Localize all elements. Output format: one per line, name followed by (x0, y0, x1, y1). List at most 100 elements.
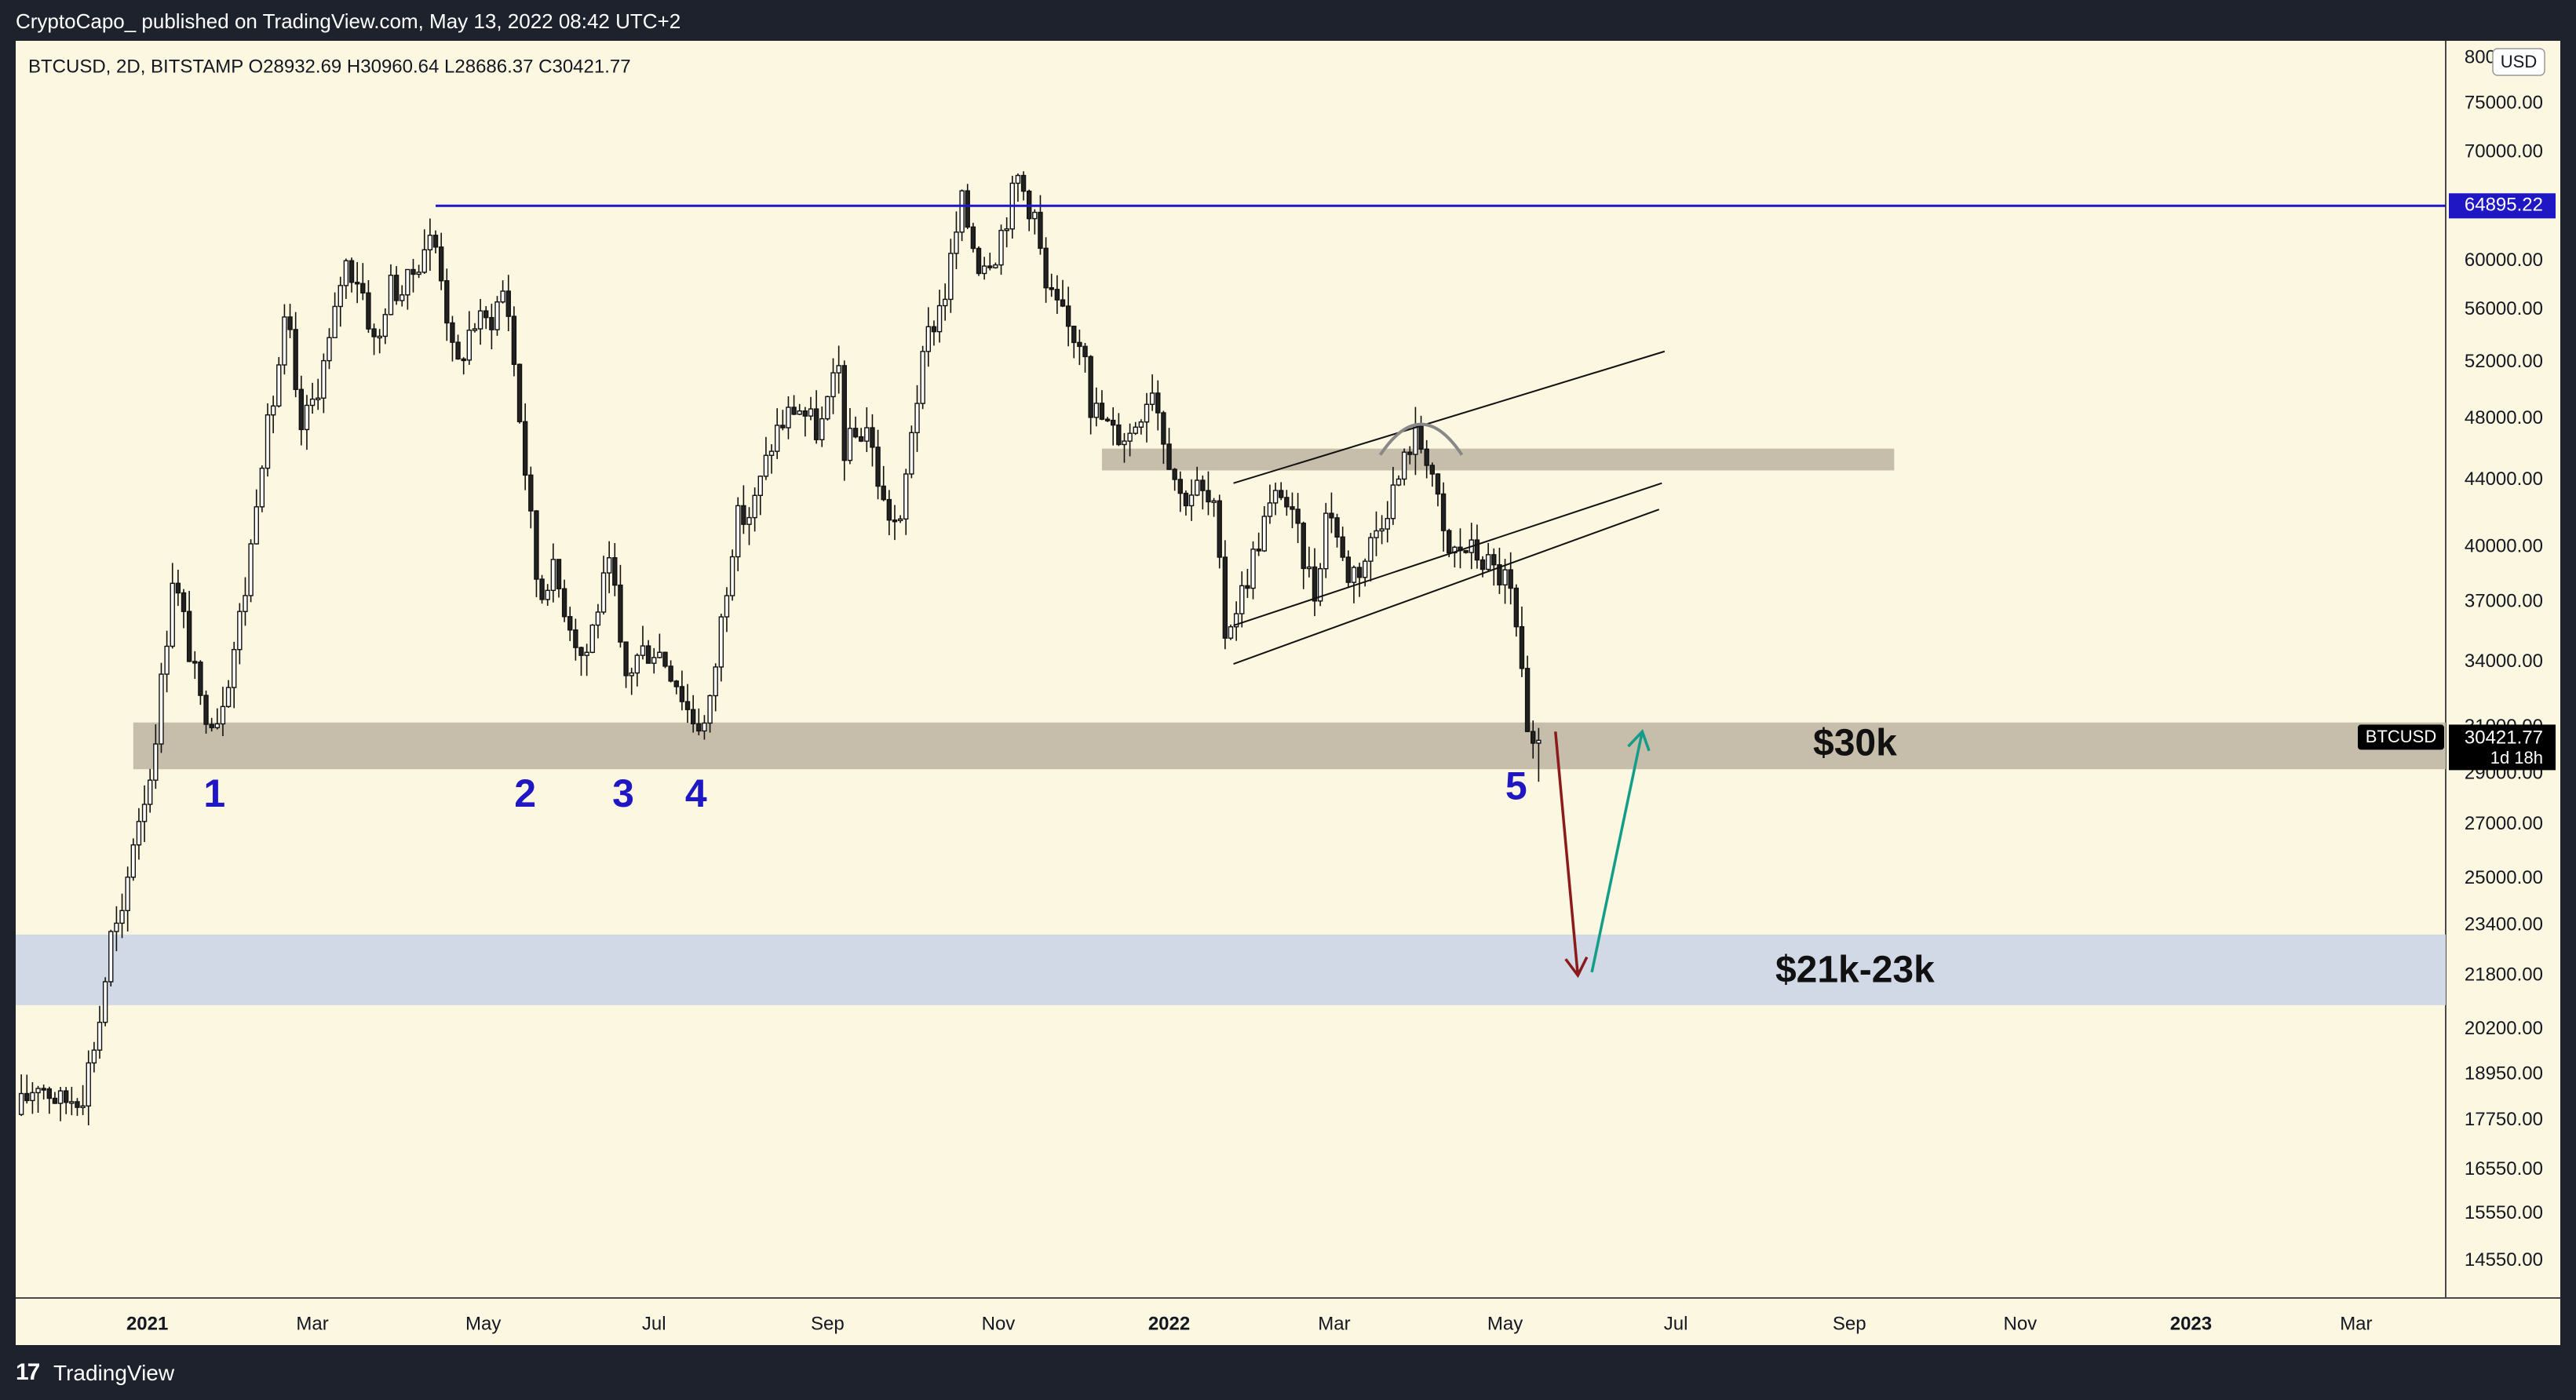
candle (343, 260, 349, 286)
wave-label-1[interactable]: 1 (203, 771, 225, 815)
candle (729, 556, 735, 596)
time-axis-panel[interactable] (16, 1298, 2446, 1345)
candle (1149, 392, 1155, 405)
candle (466, 330, 473, 361)
candle (1524, 668, 1531, 732)
candle (1407, 451, 1413, 455)
candle (237, 611, 243, 651)
candle (148, 779, 153, 805)
candle (998, 229, 1004, 266)
price-tick: 16550.00 (2465, 1158, 2543, 1179)
candle (976, 247, 982, 275)
wave-label-2[interactable]: 2 (514, 771, 536, 815)
last-price-countdown: 1d 18h (2490, 748, 2543, 767)
time-tick-Jul: Jul (642, 1313, 666, 1334)
candle (388, 275, 394, 315)
candle (86, 1062, 91, 1107)
candle (847, 428, 853, 461)
up-arrow[interactable] (1590, 731, 1644, 973)
candle (327, 337, 332, 362)
annotation--30k[interactable]: $30k (1813, 723, 1897, 764)
candle (1228, 625, 1234, 639)
candle (348, 260, 355, 283)
candle (757, 476, 763, 497)
candle (114, 922, 119, 932)
candle (455, 341, 461, 360)
candle (875, 447, 881, 487)
candle (618, 584, 623, 643)
candle (584, 651, 589, 656)
30k-zone (133, 722, 2446, 770)
candle (181, 592, 187, 612)
candle (1200, 479, 1206, 491)
candle (287, 316, 293, 330)
candle (153, 743, 159, 781)
up-arrow-head (1627, 728, 1651, 752)
candle (203, 695, 209, 725)
candle (371, 328, 377, 337)
candle (858, 436, 864, 442)
candle (282, 316, 287, 366)
candle (886, 498, 892, 521)
price-tick: 75000.00 (2465, 93, 2543, 114)
candle (450, 322, 455, 343)
candle (75, 1101, 80, 1108)
candle (259, 467, 265, 508)
wave-label-4[interactable]: 4 (685, 771, 707, 815)
candle (377, 335, 382, 339)
candle (232, 649, 237, 688)
channel-trendline-2[interactable] (1233, 482, 1662, 626)
price-tick: 23400.00 (2465, 914, 2543, 935)
candle (550, 559, 556, 592)
candle (505, 290, 511, 317)
top-arc[interactable] (1378, 422, 1464, 456)
candle (511, 315, 517, 365)
candle (612, 557, 618, 586)
tradingview-logo-icon[interactable]: 17 (16, 1359, 40, 1385)
down-arrow[interactable] (1554, 731, 1580, 976)
candle (1435, 473, 1441, 495)
candle (270, 405, 276, 416)
wave-label-3[interactable]: 3 (612, 771, 634, 815)
candle (981, 265, 987, 275)
currency-label: USD (2501, 52, 2537, 71)
candle (1104, 418, 1111, 421)
candle (802, 410, 808, 417)
candle (1004, 228, 1009, 232)
candle (1054, 289, 1060, 301)
annotation--21k-23k[interactable]: $21k-23k (1775, 950, 1935, 991)
candle (573, 629, 578, 648)
candle (64, 1090, 69, 1103)
candle (830, 372, 836, 398)
chart-legend[interactable]: BTCUSD, 2D, BITSTAMP O28932.69 H30960.64… (28, 56, 631, 77)
channel-trendline-3[interactable] (1233, 509, 1660, 665)
plot-area[interactable] (16, 41, 2446, 1298)
price-axis-panel[interactable] (2446, 41, 2560, 1298)
candle (954, 232, 959, 254)
wave-label-5[interactable]: 5 (1505, 764, 1527, 808)
candle (125, 877, 130, 912)
candle (959, 190, 965, 233)
candle (629, 672, 634, 676)
last-price-label: 30421.77 (2465, 727, 2543, 749)
currency-button[interactable] (2492, 48, 2545, 76)
candle (741, 505, 746, 525)
candle (1497, 564, 1502, 585)
candle (1245, 585, 1250, 589)
candle (1401, 451, 1407, 480)
price-tick: 20200.00 (2465, 1018, 2543, 1039)
price-tick: 48000.00 (2465, 407, 2543, 428)
candle (1144, 403, 1150, 423)
candle (461, 358, 466, 362)
price-chart[interactable]: 12345$30k$21k-23k80000.0075000.0070000.0… (0, 41, 2576, 1345)
channel-trendline-1[interactable] (1233, 350, 1666, 484)
candle (724, 595, 730, 618)
tradingview-brand[interactable]: TradingView (53, 1361, 175, 1385)
candle (718, 616, 724, 668)
candle (600, 572, 607, 613)
candle (30, 1092, 35, 1102)
candle (1306, 566, 1312, 570)
down-arrow-head (1564, 956, 1589, 979)
candle (316, 397, 321, 400)
candle (164, 645, 170, 675)
